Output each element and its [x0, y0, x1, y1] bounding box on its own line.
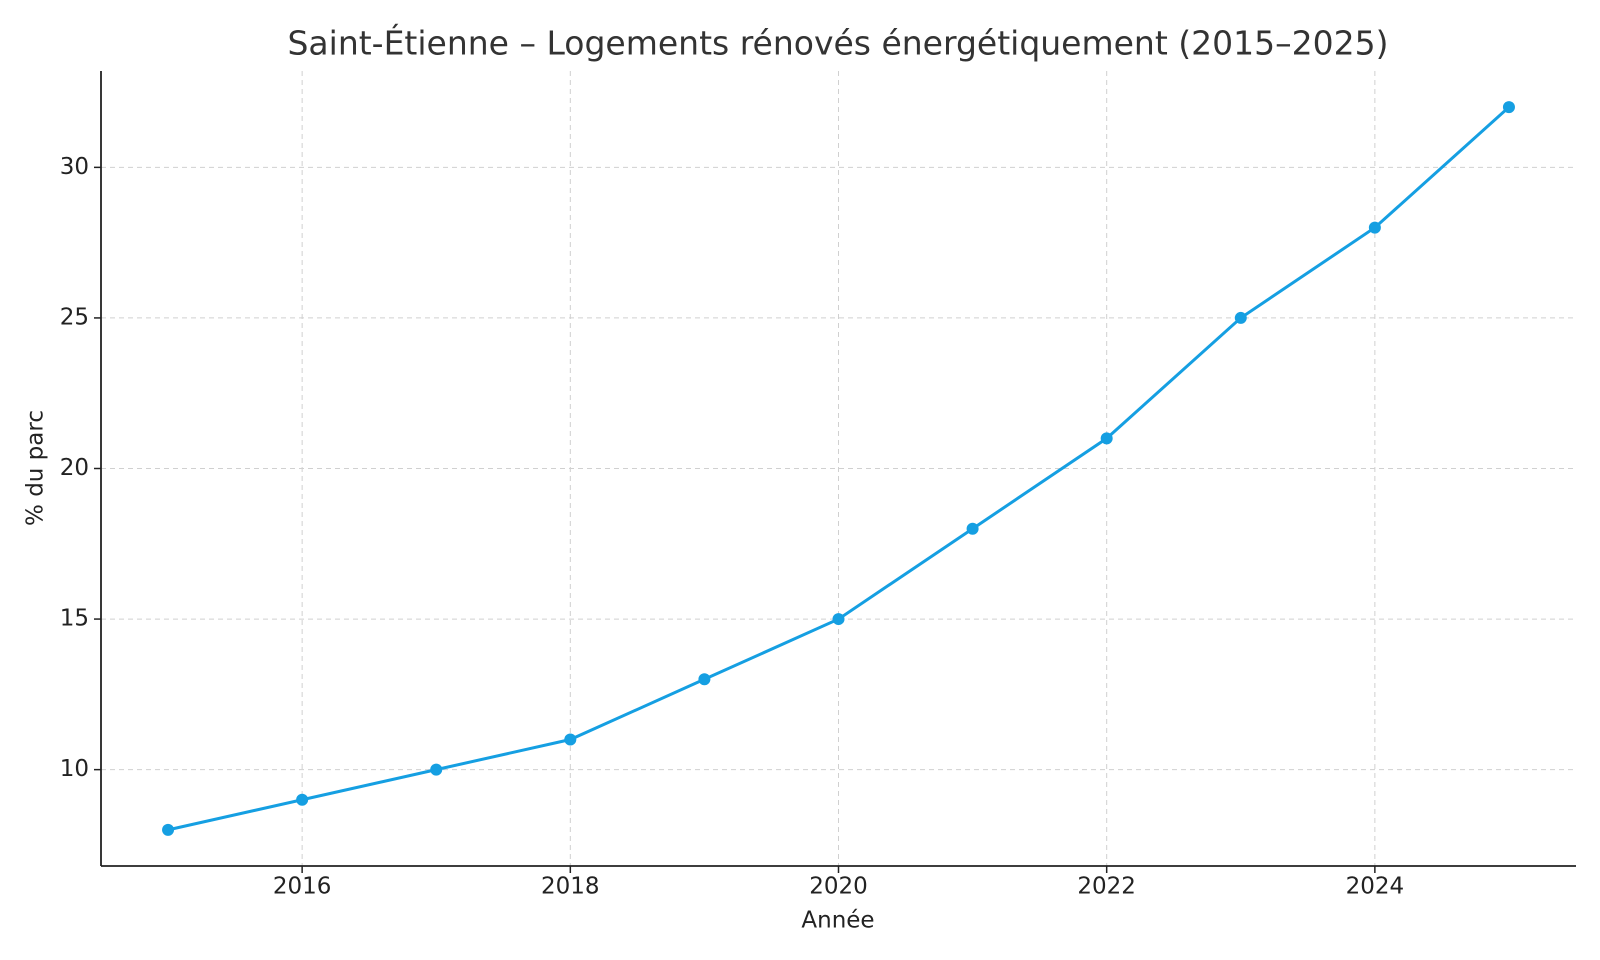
x-tick-label: 2016 — [273, 874, 332, 900]
y-tick-label: 20 — [60, 455, 89, 481]
point — [1100, 432, 1113, 445]
x-tick-label: 2020 — [809, 874, 868, 900]
point — [1368, 221, 1381, 234]
x-tick-label: 2024 — [1346, 874, 1405, 900]
y-tick-label: 15 — [60, 606, 89, 632]
point — [832, 613, 845, 626]
point — [698, 673, 711, 686]
y-tick-label: 30 — [60, 154, 89, 180]
point — [966, 522, 979, 535]
point — [1502, 101, 1515, 114]
y-axis-label: % du parc — [23, 410, 49, 526]
point — [430, 763, 443, 776]
x-tick-label: 2022 — [1077, 874, 1136, 900]
chart-title: Saint-Étienne – Logements rénovés énergé… — [287, 23, 1388, 63]
y-tick-label: 25 — [60, 304, 89, 330]
x-tick-label: 2018 — [541, 874, 600, 900]
point — [296, 793, 309, 806]
y-tick-label: 10 — [60, 756, 89, 782]
point — [162, 823, 175, 836]
point — [564, 733, 577, 746]
point — [1234, 311, 1247, 324]
x-axis-label: Année — [801, 908, 874, 934]
